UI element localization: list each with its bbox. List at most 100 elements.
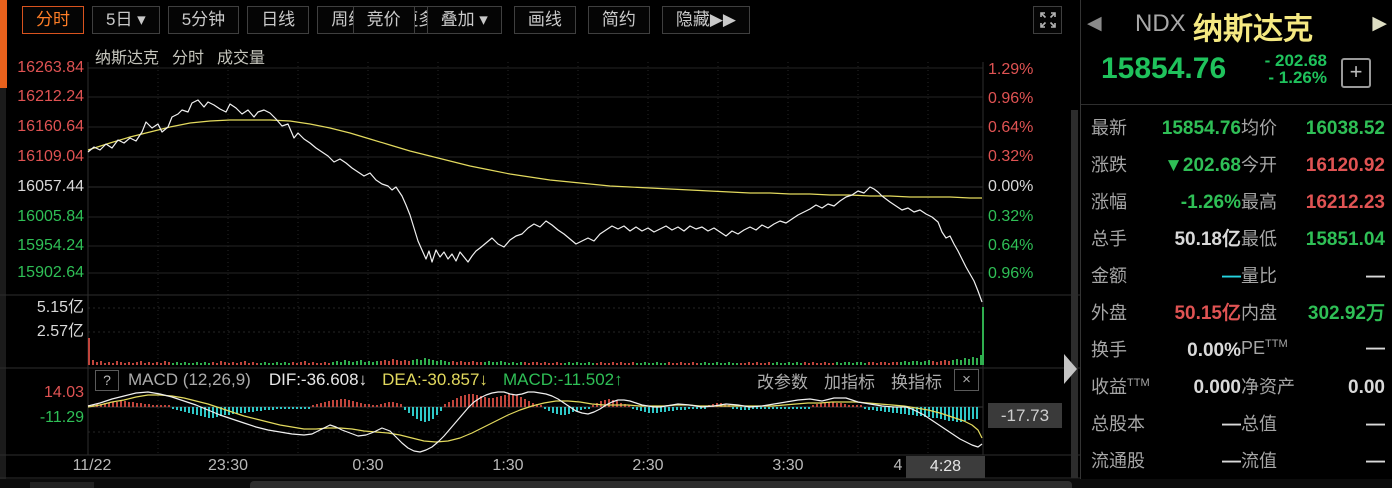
tab-daily[interactable]: 日线: [247, 6, 310, 34]
price-axis-label: 16005.84: [17, 208, 84, 225]
next-stock-arrow-icon[interactable]: ▶: [1372, 13, 1387, 34]
percent-axis-label: 0.96%: [988, 265, 1034, 282]
quote-cell: 外盘 50.15亿: [1091, 298, 1241, 325]
macd-dea-value: DEA:-30.857↓: [382, 370, 488, 389]
quote-label: 最新: [1091, 117, 1127, 138]
quote-row: 涨幅 -1.26% 最高 16212.23: [1081, 182, 1392, 219]
fullscreen-button[interactable]: [1033, 6, 1062, 34]
tab-5min[interactable]: 5分钟: [167, 6, 240, 34]
time-axis-label: 0:30: [352, 457, 384, 474]
prev-stock-arrow-icon[interactable]: ◀: [1087, 13, 1102, 34]
quote-value: 0.00: [1348, 376, 1385, 398]
price-change: - 202.68 - 1.26%: [1265, 52, 1327, 86]
quote-value: 15854.76: [1161, 117, 1241, 139]
quote-value: 50.18亿: [1174, 229, 1241, 250]
btn-auction[interactable]: 竞价: [352, 6, 415, 34]
macd-title: MACD (12,26,9): [128, 370, 251, 389]
quote-cell: 最新 15854.76: [1091, 114, 1241, 140]
bottom-bar: [250, 481, 1072, 488]
quote-label: 均价: [1241, 117, 1277, 138]
quote-label: 内盘: [1241, 303, 1277, 323]
last-price: 15854.76: [1101, 52, 1227, 85]
quote-value: ▼202.68: [1164, 154, 1241, 176]
macd-axis-label: -11.29: [39, 409, 84, 426]
bottom-mini-element: [30, 482, 94, 488]
btn-simple[interactable]: 简约: [587, 6, 650, 34]
quote-value: —: [1366, 413, 1385, 435]
time-axis-label: 4: [893, 457, 903, 474]
price-volume-macd-chart[interactable]: [0, 0, 1080, 488]
quote-value: 0.000: [1193, 376, 1241, 398]
quote-cell: 均价 16038.52: [1241, 114, 1385, 140]
quote-label: 涨跌: [1091, 154, 1127, 175]
quote-row: 最新 15854.76 均价 16038.52: [1081, 108, 1392, 145]
quote-value: 50.15亿: [1174, 303, 1241, 324]
panel-separator: [1081, 104, 1392, 105]
quote-cell: 最高 16212.23: [1241, 188, 1385, 214]
quote-value: 302.92万: [1307, 303, 1385, 324]
quote-label: PETTM: [1241, 337, 1288, 358]
chart-legend: 纳斯达克 分时 成交量: [95, 44, 265, 68]
quote-cell: 总手 50.18亿: [1091, 224, 1241, 251]
quote-cell: 总股本 —: [1091, 410, 1241, 436]
quote-value: 16120.92: [1305, 154, 1385, 176]
macd-cursor-value: -17.73: [988, 403, 1062, 428]
btn-hide[interactable]: 隐藏▶▶: [661, 6, 750, 34]
quote-label: 最低: [1241, 228, 1277, 249]
quote-label: 今开: [1241, 154, 1277, 175]
add-to-watchlist-button[interactable]: +: [1341, 58, 1371, 88]
percent-axis-label: 0.64%: [988, 119, 1034, 136]
quote-label: 总值: [1241, 413, 1277, 434]
quote-cell: 今开 16120.92: [1241, 151, 1385, 177]
quote-row: 总股本 — 总值 —: [1081, 404, 1392, 441]
time-axis-label: 1:30: [492, 457, 524, 474]
stock-code: NDX: [1135, 10, 1186, 37]
legend-item-0: 纳斯达克: [95, 50, 160, 67]
quote-label: 涨幅: [1091, 191, 1127, 212]
btn-draw-line[interactable]: 画线: [513, 6, 576, 34]
btn-overlay[interactable]: 叠加 ▾: [426, 6, 502, 34]
price-axis-label: 16109.04: [17, 148, 84, 165]
quote-cell: 换手 0.00%: [1091, 336, 1241, 362]
quote-value: -1.26%: [1180, 191, 1241, 213]
price-axis-label: 16263.84: [17, 59, 84, 76]
quote-label: 总股本: [1091, 413, 1145, 434]
quote-label: 金额: [1091, 265, 1127, 286]
quote-label: 流值: [1241, 450, 1277, 471]
action-switch-indicator[interactable]: 换指标: [891, 372, 942, 392]
close-icon[interactable]: ×: [954, 369, 979, 391]
change-percent: - 1.26%: [1268, 68, 1327, 87]
time-cursor-value: 4:28: [906, 456, 985, 478]
quote-value: —: [1222, 265, 1241, 287]
quote-row: 总手 50.18亿 最低 15851.04: [1081, 219, 1392, 256]
panel-divider[interactable]: [1071, 110, 1078, 478]
quote-label: 流通股: [1091, 450, 1145, 471]
help-icon[interactable]: ?: [95, 369, 119, 391]
macd-dif-value: DIF:-36.608↓: [268, 370, 368, 389]
quote-row: 换手 0.00% PETTM —: [1081, 330, 1392, 367]
macd-axis-label: 14.03: [43, 384, 84, 401]
quote-cell: 金额 —: [1091, 262, 1241, 288]
quote-value: —: [1366, 265, 1385, 287]
collapse-arrow-icon[interactable]: [1064, 354, 1077, 384]
tab-fenshi[interactable]: 分时: [22, 6, 84, 34]
time-axis-label: 11/22: [72, 457, 112, 474]
price-axis-label: 16057.44: [17, 178, 84, 195]
quote-label: 净资产: [1241, 376, 1295, 397]
quote-cell: 流通股 —: [1091, 447, 1241, 473]
quote-label: 外盘: [1091, 303, 1127, 323]
tab-5day[interactable]: 5日 ▾: [92, 6, 160, 34]
quote-row: 外盘 50.15亿 内盘 302.92万: [1081, 293, 1392, 330]
quote-cell: 收益TTM 0.000: [1091, 373, 1241, 399]
quote-cell: 最低 15851.04: [1241, 225, 1385, 251]
time-axis-label: 3:30: [772, 457, 804, 474]
action-add-indicator[interactable]: 加指标: [824, 372, 875, 392]
change-amount: - 202.68: [1264, 51, 1327, 70]
quote-value: —: [1366, 337, 1385, 359]
quote-value: 15851.04: [1305, 228, 1385, 250]
quote-cell: 流值 —: [1241, 447, 1385, 473]
macd-indicator-bar: ? MACD (12,26,9) DIF:-36.608↓ DEA:-30.85…: [88, 368, 983, 392]
percent-axis-label: 0.32%: [988, 208, 1034, 225]
action-change-params[interactable]: 改参数: [757, 372, 808, 392]
quote-row: 流通股 — 流值 —: [1081, 441, 1392, 478]
